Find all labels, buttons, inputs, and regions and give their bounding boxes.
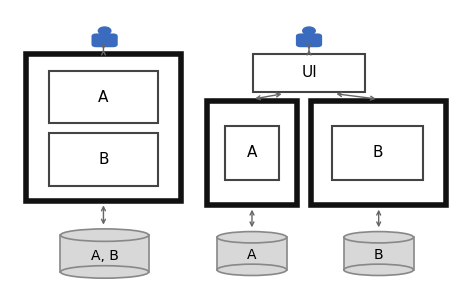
- Bar: [311, 101, 446, 205]
- Ellipse shape: [217, 264, 287, 275]
- Circle shape: [100, 33, 109, 39]
- Circle shape: [99, 27, 111, 35]
- FancyBboxPatch shape: [296, 34, 322, 47]
- Ellipse shape: [61, 229, 149, 241]
- Text: UI: UI: [301, 66, 317, 81]
- Bar: [49, 133, 158, 186]
- Bar: [61, 235, 149, 272]
- Circle shape: [303, 27, 315, 35]
- Bar: [344, 237, 413, 270]
- Ellipse shape: [217, 231, 287, 243]
- Bar: [253, 54, 365, 92]
- Text: A: A: [247, 145, 257, 160]
- Bar: [226, 126, 279, 180]
- Text: B: B: [374, 248, 383, 262]
- Text: A, B: A, B: [91, 249, 118, 263]
- Text: A: A: [98, 90, 109, 105]
- Bar: [217, 237, 287, 270]
- Circle shape: [304, 33, 314, 39]
- Text: B: B: [372, 145, 383, 160]
- Bar: [26, 54, 181, 201]
- Ellipse shape: [344, 264, 413, 275]
- Bar: [332, 126, 423, 180]
- FancyBboxPatch shape: [91, 34, 118, 47]
- Bar: [207, 101, 297, 205]
- Ellipse shape: [61, 266, 149, 278]
- Text: B: B: [98, 152, 109, 167]
- Bar: [49, 71, 158, 123]
- Ellipse shape: [344, 231, 413, 243]
- Text: A: A: [247, 248, 256, 262]
